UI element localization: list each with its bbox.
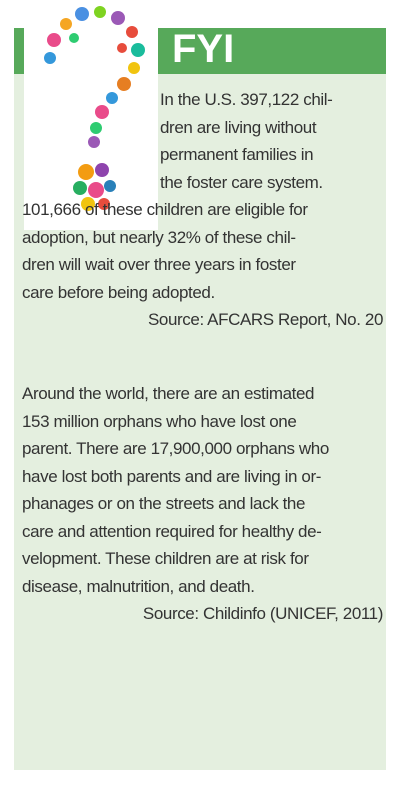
- source: Source: AFCARS Report, No. 20: [148, 310, 383, 330]
- source: Source: Childinfo (UNICEF, 2011): [143, 604, 383, 624]
- text-line: phanages or on the streets and lack the: [22, 494, 305, 514]
- text-line: permanent families in: [160, 145, 313, 165]
- text-line: disease, malnutrition, and death.: [22, 577, 255, 597]
- text-line: the foster care system.: [160, 173, 323, 193]
- text-line: parent. There are 17,900,000 orphans who: [22, 439, 329, 459]
- text-line: 153 million orphans who have lost one: [22, 412, 296, 432]
- text-line: adoption, but nearly 32% of these chil-: [22, 228, 296, 248]
- text-line: care before being adopted.: [22, 283, 215, 303]
- text-line: care and attention required for healthy …: [22, 522, 321, 542]
- title: FYI: [172, 24, 234, 74]
- text-line: dren are living without: [160, 118, 316, 138]
- question-mark-art: [24, 0, 158, 230]
- page: FYI In the U.S. 397,122 chil-dren are li…: [0, 0, 409, 798]
- text-line: dren will wait over three years in foste…: [22, 255, 296, 275]
- text-line: In the U.S. 397,122 chil-: [160, 90, 332, 110]
- text-line: velopment. These children are at risk fo…: [22, 549, 309, 569]
- text-line: Around the world, there are an estimated: [22, 384, 314, 404]
- text-line: have lost both parents and are living in…: [22, 467, 321, 487]
- text-line: 101,666 of these children are eligible f…: [22, 200, 308, 220]
